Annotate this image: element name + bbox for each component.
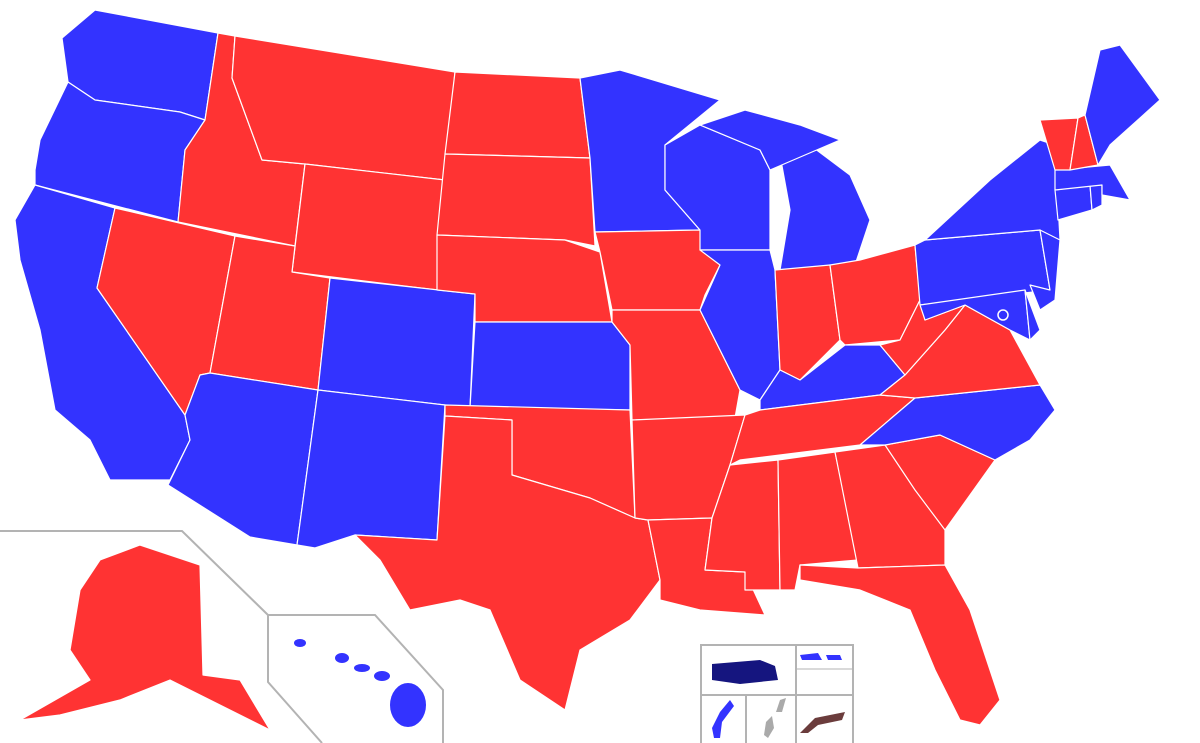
state-ks[interactable]	[469, 321, 631, 411]
state-nj[interactable]	[1029, 229, 1061, 311]
state-nm[interactable]	[296, 389, 446, 549]
state-hi-island[interactable]	[294, 639, 306, 647]
territory-mp[interactable]	[764, 716, 774, 738]
district-dc[interactable]	[997, 309, 1009, 321]
state-sd[interactable]	[436, 153, 596, 247]
state-mt[interactable]	[231, 35, 456, 181]
state-mi[interactable]	[779, 144, 871, 271]
state-co[interactable]	[317, 277, 476, 409]
alaska-inset-border	[0, 530, 269, 616]
territory-vi2[interactable]	[826, 655, 842, 660]
state-az[interactable]	[167, 372, 319, 546]
territory-vi[interactable]	[800, 653, 822, 660]
state-wy[interactable]	[291, 163, 446, 291]
state-pa[interactable]	[914, 229, 1051, 306]
hawaii-inset-border-right	[268, 614, 444, 743]
state-hi-island[interactable]	[335, 653, 349, 663]
state-hi-island[interactable]	[354, 664, 370, 672]
state-nd[interactable]	[444, 71, 591, 159]
state-ri[interactable]	[1089, 184, 1103, 211]
state-hi-island[interactable]	[390, 683, 426, 727]
state-de[interactable]	[1024, 289, 1041, 341]
inset-borders	[0, 530, 854, 743]
states-layer	[14, 9, 1161, 731]
territory-gu[interactable]	[712, 700, 734, 738]
state-ms[interactable]	[704, 459, 781, 591]
territories-box	[700, 644, 854, 743]
state-or[interactable]	[34, 81, 206, 223]
state-miu[interactable]	[699, 109, 841, 171]
state-ma[interactable]	[1054, 164, 1131, 201]
state-me[interactable]	[1084, 44, 1161, 166]
hawaii-inset-border	[267, 615, 323, 743]
state-fl[interactable]	[799, 564, 1001, 726]
state-in[interactable]	[774, 264, 841, 381]
territory-mp-island[interactable]	[776, 698, 786, 712]
territories-layer	[712, 653, 845, 738]
state-ak[interactable]	[19, 544, 271, 731]
state-tx[interactable]	[354, 415, 661, 711]
state-hi-island[interactable]	[374, 671, 390, 681]
territory-as[interactable]	[800, 712, 845, 733]
territory-pr[interactable]	[712, 660, 778, 684]
state-ct[interactable]	[1054, 184, 1093, 221]
